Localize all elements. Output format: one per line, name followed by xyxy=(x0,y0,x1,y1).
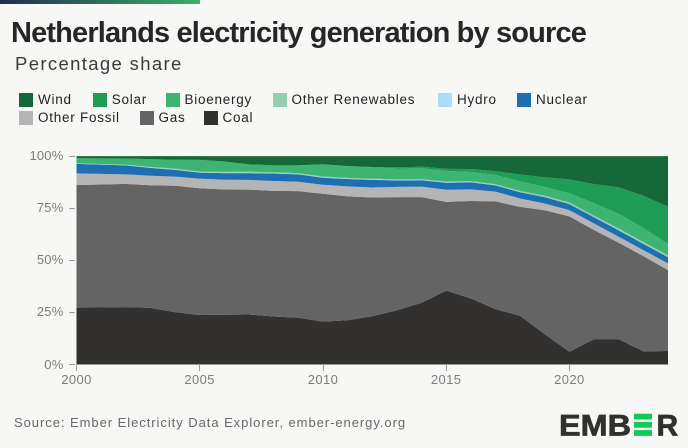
svg-text:EMB: EMB xyxy=(559,413,631,439)
svg-text:R: R xyxy=(657,413,679,439)
